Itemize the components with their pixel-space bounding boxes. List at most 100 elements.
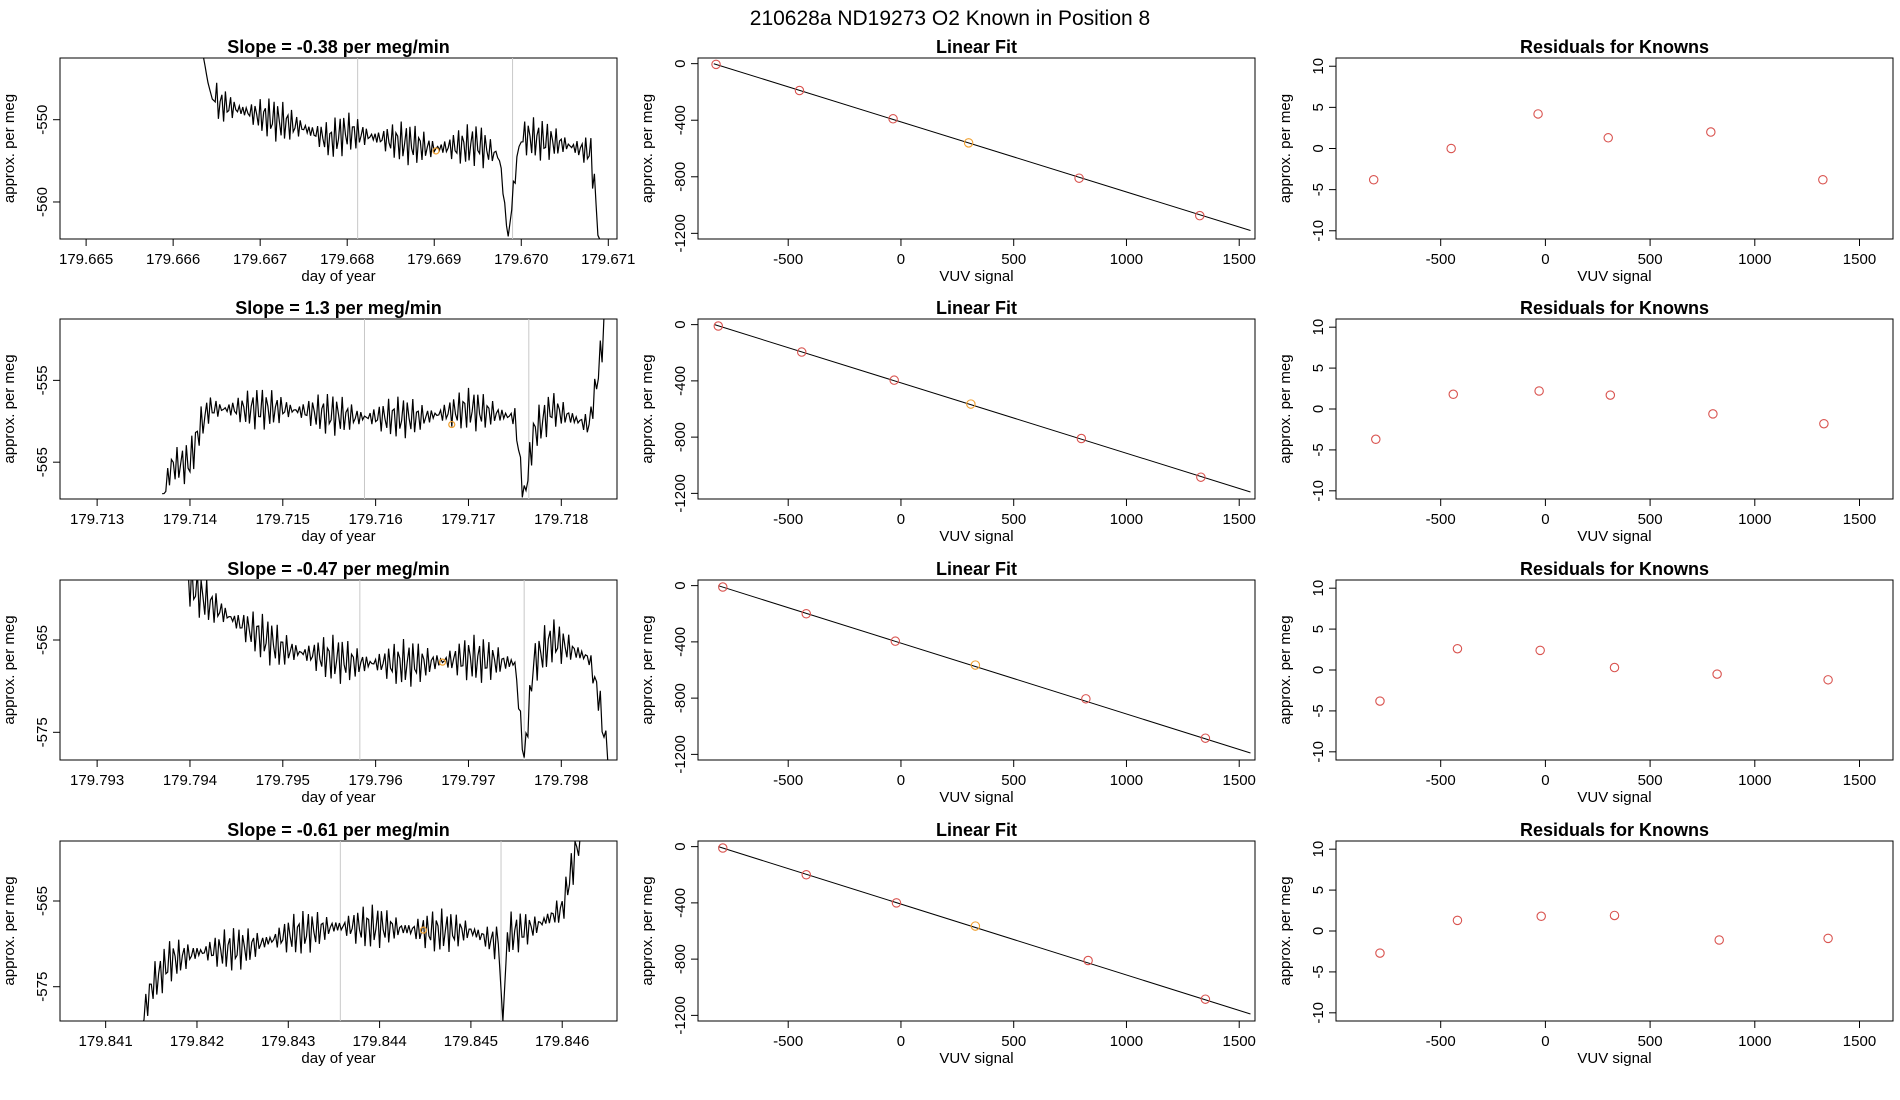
panel-3-fit: Linear Fit -500 0 500 1000 1500 0 -400 -800 -1200… <box>639 559 1256 806</box>
panel-4-fit: Linear Fit -500 0 500 1000 1500 0 -400 -800 -1200… <box>639 820 1256 1067</box>
x-tick-label: 500 <box>1001 772 1026 789</box>
panel-title: Linear Fit <box>936 298 1017 318</box>
panel-3-ts: Slope = -0.47 per meg/min 179.793 179.794 1… <box>1 559 618 806</box>
x-tick-label: 1000 <box>1110 251 1143 268</box>
data-point <box>1196 472 1206 482</box>
x-tick-label: 179.793 <box>70 772 124 789</box>
y-tick-label: 0 <box>672 581 689 589</box>
plot-area <box>718 843 1251 1015</box>
x-tick-label: 179.717 <box>441 511 495 528</box>
x-tick-label: 500 <box>1001 511 1026 528</box>
data-point <box>1076 433 1087 444</box>
data-point <box>966 399 976 409</box>
y-tick-label: 5 <box>1310 625 1327 633</box>
fit-line <box>713 63 1251 231</box>
x-tick-label: 179.842 <box>170 1033 224 1050</box>
fit-line <box>718 585 1251 754</box>
data-point <box>1195 210 1205 221</box>
data-point <box>963 138 974 148</box>
data-point <box>1452 915 1463 926</box>
y-tick-label: -555 <box>34 365 51 395</box>
y-axis-label: approx. per meg <box>639 876 656 985</box>
fit-line <box>718 846 1251 1015</box>
panel-title: Slope = -0.38 per meg/min <box>227 37 450 57</box>
x-tick-label: 1500 <box>1843 251 1876 268</box>
x-axis-label: VUV signal <box>1577 268 1651 285</box>
x-tick-label: 179.794 <box>163 772 217 789</box>
y-tick-label: -10 <box>1310 1002 1327 1024</box>
x-tick-label: -500 <box>773 1033 803 1050</box>
y-tick-label: -10 <box>1310 220 1327 242</box>
panel-title: Slope = -0.61 per meg/min <box>227 820 450 840</box>
x-tick-label: 179.666 <box>146 251 200 268</box>
fit-line <box>714 324 1251 493</box>
x-tick-label: 179.797 <box>441 772 495 789</box>
panel-title: Residuals for Knowns <box>1520 820 1709 840</box>
data-point <box>711 59 721 70</box>
data-point <box>891 898 902 908</box>
x-tick-label: 500 <box>1638 1033 1663 1050</box>
x-tick-label: 1000 <box>1738 772 1771 789</box>
x-tick-label: 179.713 <box>70 511 124 528</box>
data-point <box>1081 694 1091 704</box>
y-axis-label: approx. per meg <box>1277 94 1294 203</box>
y-tick-label: 10 <box>1310 841 1327 858</box>
data-point <box>1368 175 1379 185</box>
data-point <box>1200 733 1211 743</box>
panel-title: Residuals for Knowns <box>1520 37 1709 57</box>
y-tick-label: -5 <box>1310 965 1327 978</box>
data-point <box>1448 389 1459 400</box>
x-tick-label: 1500 <box>1843 511 1876 528</box>
plot-area <box>188 580 609 760</box>
plot-frame <box>59 840 618 1022</box>
x-tick-label: -500 <box>1426 772 1456 789</box>
x-tick-label: -500 <box>1426 1033 1456 1050</box>
data-point <box>1452 643 1463 654</box>
plot-frame <box>59 318 618 500</box>
y-tick-label: -565 <box>34 447 51 477</box>
plot-frame <box>1335 579 1894 761</box>
panel-4-res: Residuals for Knowns -500 0 500 1000 1500 10 5 0… <box>1277 820 1894 1067</box>
y-tick-label: -400 <box>672 627 689 657</box>
data-point <box>1818 175 1828 185</box>
x-tick-label: 179.844 <box>352 1033 406 1050</box>
data-point <box>1535 645 1545 656</box>
known-point-marker <box>432 147 440 155</box>
y-axis-label: approx. per meg <box>639 354 656 463</box>
data-point <box>1823 675 1833 685</box>
data-point <box>1605 390 1616 400</box>
series-line <box>162 319 605 498</box>
y-tick-label: -1200 <box>672 996 689 1034</box>
data-point <box>1536 911 1546 922</box>
y-axis-label: approx. per meg <box>1 354 18 463</box>
y-tick-label: -575 <box>34 972 51 1002</box>
data-point <box>1375 696 1385 706</box>
x-tick-label: 179.716 <box>349 511 403 528</box>
x-tick-label: 179.714 <box>163 511 217 528</box>
x-tick-label: 1500 <box>1223 251 1256 268</box>
panel-title: Slope = -0.47 per meg/min <box>227 559 450 579</box>
x-tick-label: 179.796 <box>349 772 403 789</box>
y-tick-label: -550 <box>34 105 51 135</box>
data-point <box>796 347 807 357</box>
y-tick-label: 0 <box>672 320 689 328</box>
panel-2-fit: Linear Fit -500 0 500 1000 1500 0 -400 -800 -1200… <box>639 298 1256 545</box>
panel-title: Residuals for Knowns <box>1520 559 1709 579</box>
x-axis-label: VUV signal <box>939 789 1013 806</box>
y-tick-label: 5 <box>1310 103 1327 111</box>
y-tick-label: -5 <box>1310 704 1327 717</box>
y-tick-label: 0 <box>1310 927 1327 935</box>
data-point <box>801 608 811 619</box>
data-point <box>888 114 898 124</box>
x-tick-label: 179.841 <box>79 1033 133 1050</box>
x-tick-label: 1000 <box>1110 511 1143 528</box>
y-tick-label: -400 <box>672 366 689 396</box>
x-tick-label: 1500 <box>1223 772 1256 789</box>
data-point <box>1609 910 1620 921</box>
plot-area <box>1368 109 1828 185</box>
y-tick-label: -1200 <box>672 214 689 252</box>
data-point <box>1375 948 1385 958</box>
data-point <box>890 636 901 646</box>
x-tick-label: 179.669 <box>407 251 461 268</box>
